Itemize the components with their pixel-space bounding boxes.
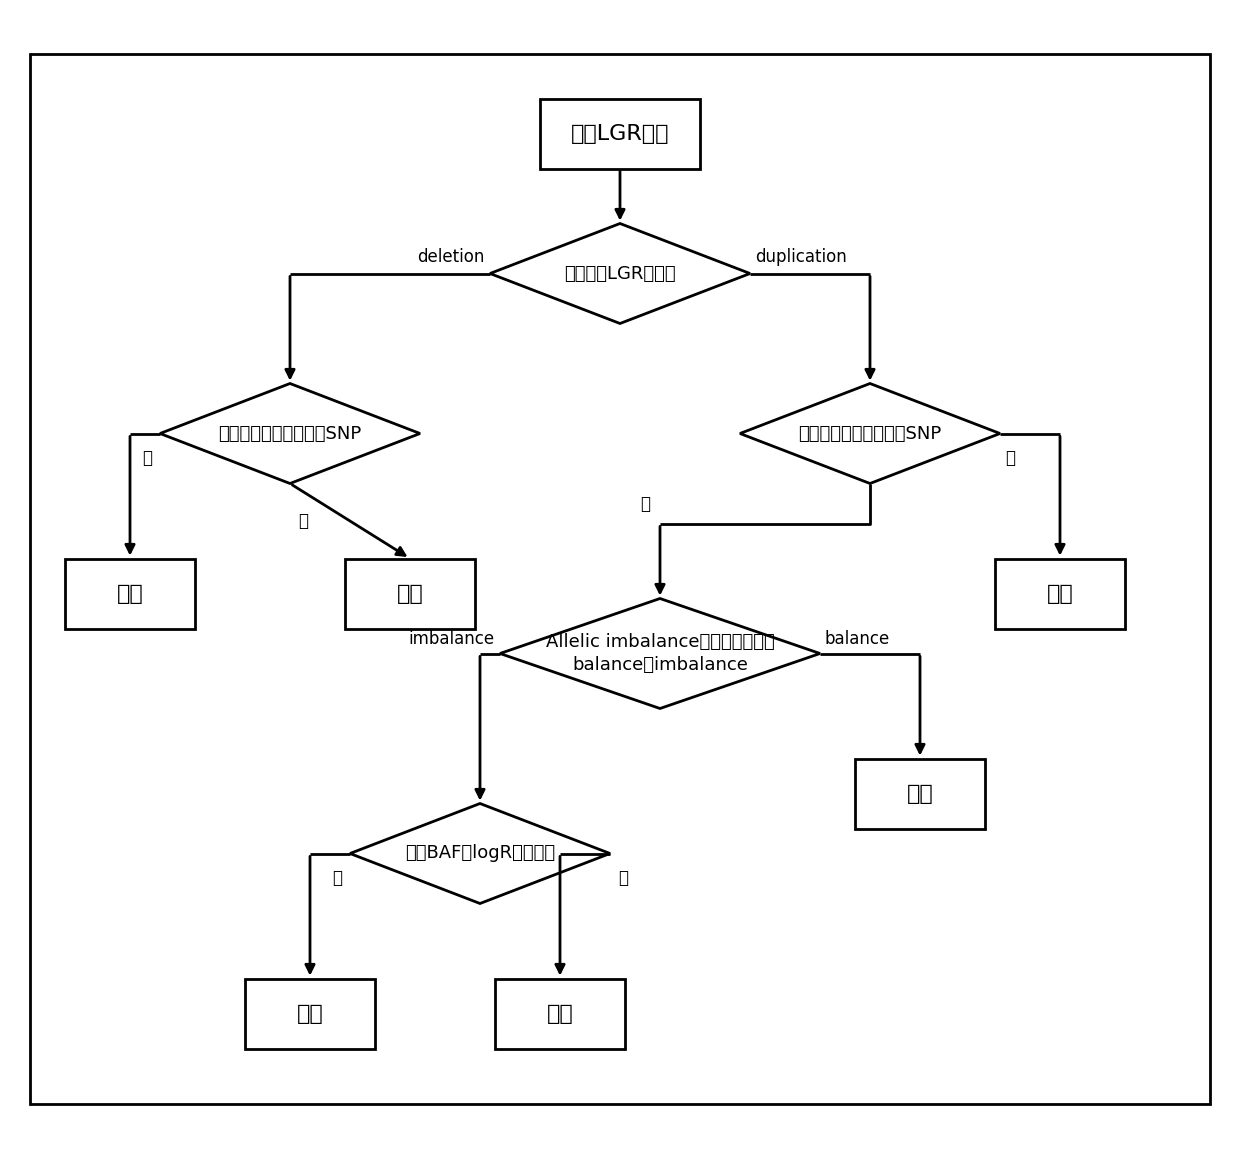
Polygon shape (350, 803, 610, 904)
Text: 变异区域内是否有杂合SNP: 变异区域内是否有杂合SNP (799, 425, 941, 442)
Text: duplication: duplication (755, 248, 847, 265)
Polygon shape (500, 598, 820, 708)
Text: 舍弃: 舍弃 (397, 583, 423, 604)
Text: 否: 否 (143, 449, 153, 466)
Text: 保留: 保留 (296, 1003, 324, 1024)
Bar (64, 559, 195, 628)
Bar (539, 98, 701, 169)
Text: deletion: deletion (418, 248, 485, 265)
Text: 否: 否 (1004, 449, 1016, 466)
Polygon shape (160, 383, 420, 484)
Text: 是: 是 (298, 513, 308, 530)
Text: 变异区域内是否有杂合SNP: 变异区域内是否有杂合SNP (218, 425, 362, 442)
Bar (495, 979, 625, 1048)
Text: 判断潜在LGR的类型: 判断潜在LGR的类型 (564, 265, 676, 282)
Bar (246, 979, 374, 1048)
Polygon shape (490, 223, 750, 324)
Bar (994, 559, 1125, 628)
Text: 保留: 保留 (117, 583, 144, 604)
Text: 舍弃: 舍弃 (906, 783, 934, 803)
Text: Allelic imbalance模块判定是否为
balance或imbalance: Allelic imbalance模块判定是否为 balance或imbalan… (546, 633, 774, 675)
Text: 舍弃: 舍弃 (547, 1003, 573, 1024)
Bar (345, 559, 475, 628)
Text: 保留: 保留 (1047, 583, 1074, 604)
Bar (856, 759, 985, 828)
Text: balance: balance (825, 631, 890, 649)
Text: imbalance: imbalance (409, 631, 495, 649)
Polygon shape (740, 383, 999, 484)
Text: 判断BAF与logR是否相符: 判断BAF与logR是否相符 (405, 845, 556, 862)
Text: 否: 否 (618, 869, 627, 886)
Text: 是: 是 (332, 869, 342, 886)
Text: 潜在LGR变异: 潜在LGR变异 (570, 124, 670, 143)
Text: 是: 是 (640, 494, 650, 513)
